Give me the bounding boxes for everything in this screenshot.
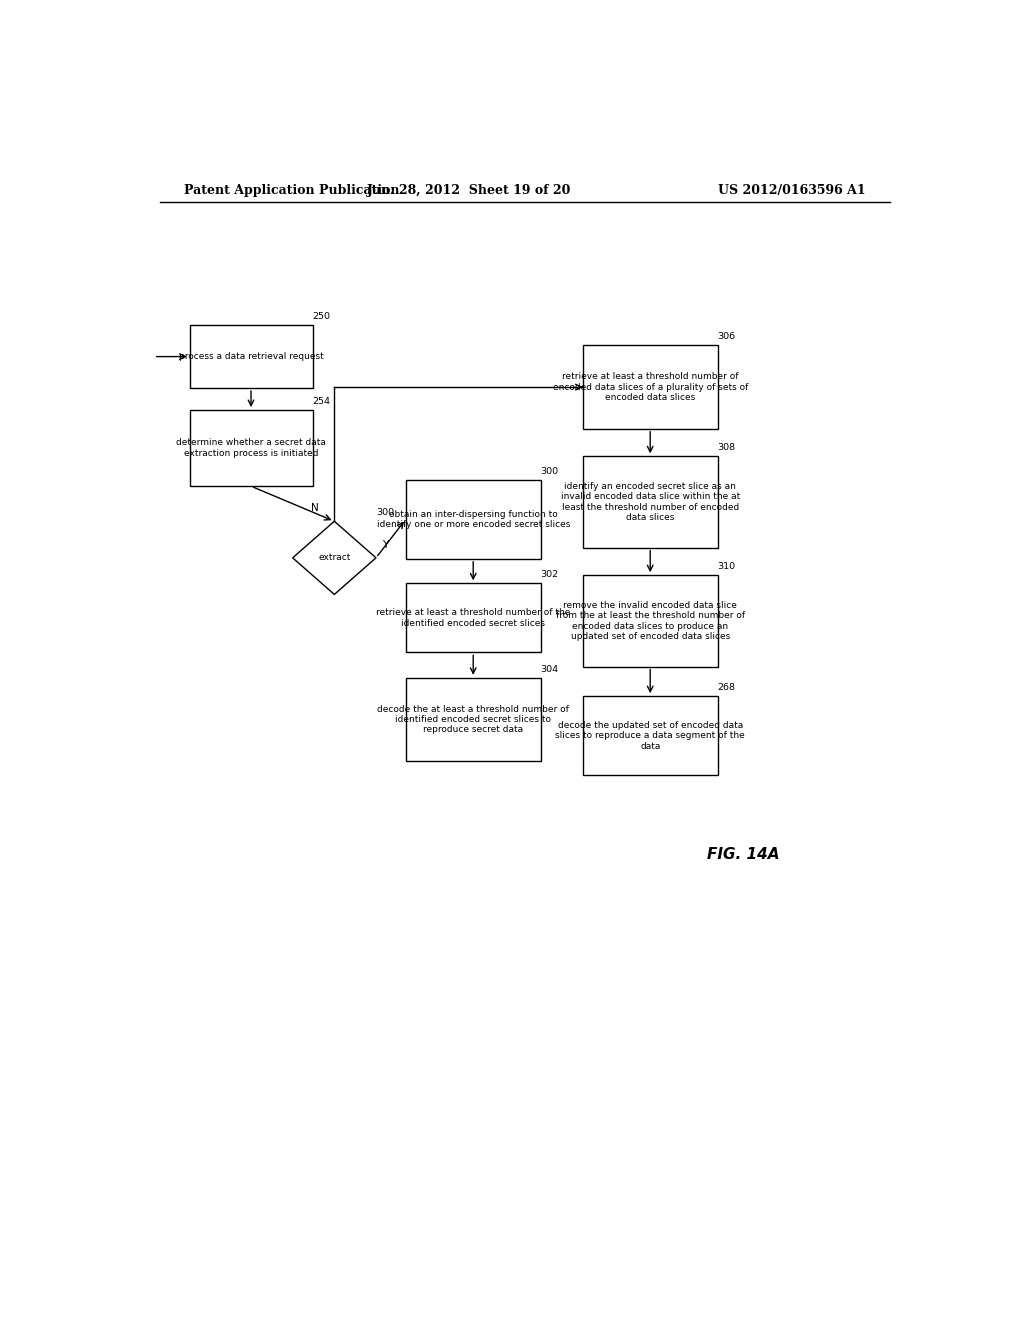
Text: determine whether a secret data
extraction process is initiated: determine whether a secret data extracti… <box>176 438 326 458</box>
Text: identify an encoded secret slice as an
invalid encoded data slice within the at
: identify an encoded secret slice as an i… <box>560 482 739 521</box>
Text: 250: 250 <box>312 312 331 321</box>
Text: Y: Y <box>382 540 388 549</box>
Text: decode the updated set of encoded data
slices to reproduce a data segment of the: decode the updated set of encoded data s… <box>555 721 745 751</box>
Bar <box>406 677 541 762</box>
Text: 310: 310 <box>718 562 736 572</box>
Text: 300: 300 <box>541 466 559 475</box>
Bar <box>583 696 718 775</box>
Text: 308: 308 <box>718 444 736 453</box>
Bar <box>583 346 718 429</box>
Bar <box>406 583 541 652</box>
Text: 306: 306 <box>718 333 736 342</box>
Bar <box>189 411 312 486</box>
Text: Jun. 28, 2012  Sheet 19 of 20: Jun. 28, 2012 Sheet 19 of 20 <box>367 185 571 198</box>
Text: process a data retrieval request: process a data retrieval request <box>178 352 324 362</box>
Text: 300: 300 <box>376 508 394 517</box>
Polygon shape <box>293 521 376 594</box>
Text: retrieve at least a threshold number of the
identified encoded secret slices: retrieve at least a threshold number of … <box>376 609 570 627</box>
Text: N: N <box>310 503 318 513</box>
Text: 254: 254 <box>312 397 331 405</box>
Text: 304: 304 <box>541 665 559 673</box>
Text: 302: 302 <box>541 570 559 579</box>
Bar <box>583 457 718 548</box>
Bar <box>406 479 541 558</box>
Text: obtain an inter-dispersing function to
identify one or more encoded secret slice: obtain an inter-dispersing function to i… <box>377 510 570 529</box>
Text: US 2012/0163596 A1: US 2012/0163596 A1 <box>719 185 866 198</box>
Text: extract: extract <box>318 553 350 562</box>
Text: FIG. 14A: FIG. 14A <box>708 847 780 862</box>
Text: 268: 268 <box>718 682 735 692</box>
Text: Patent Application Publication: Patent Application Publication <box>183 185 399 198</box>
Bar <box>583 576 718 667</box>
Text: decode the at least a threshold number of
identified encoded secret slices to
re: decode the at least a threshold number o… <box>377 705 569 734</box>
Text: retrieve at least a threshold number of
encoded data slices of a plurality of se: retrieve at least a threshold number of … <box>553 372 748 403</box>
Bar <box>189 325 312 388</box>
Text: remove the invalid encoded data slice
from the at least the threshold number of
: remove the invalid encoded data slice fr… <box>556 601 744 642</box>
